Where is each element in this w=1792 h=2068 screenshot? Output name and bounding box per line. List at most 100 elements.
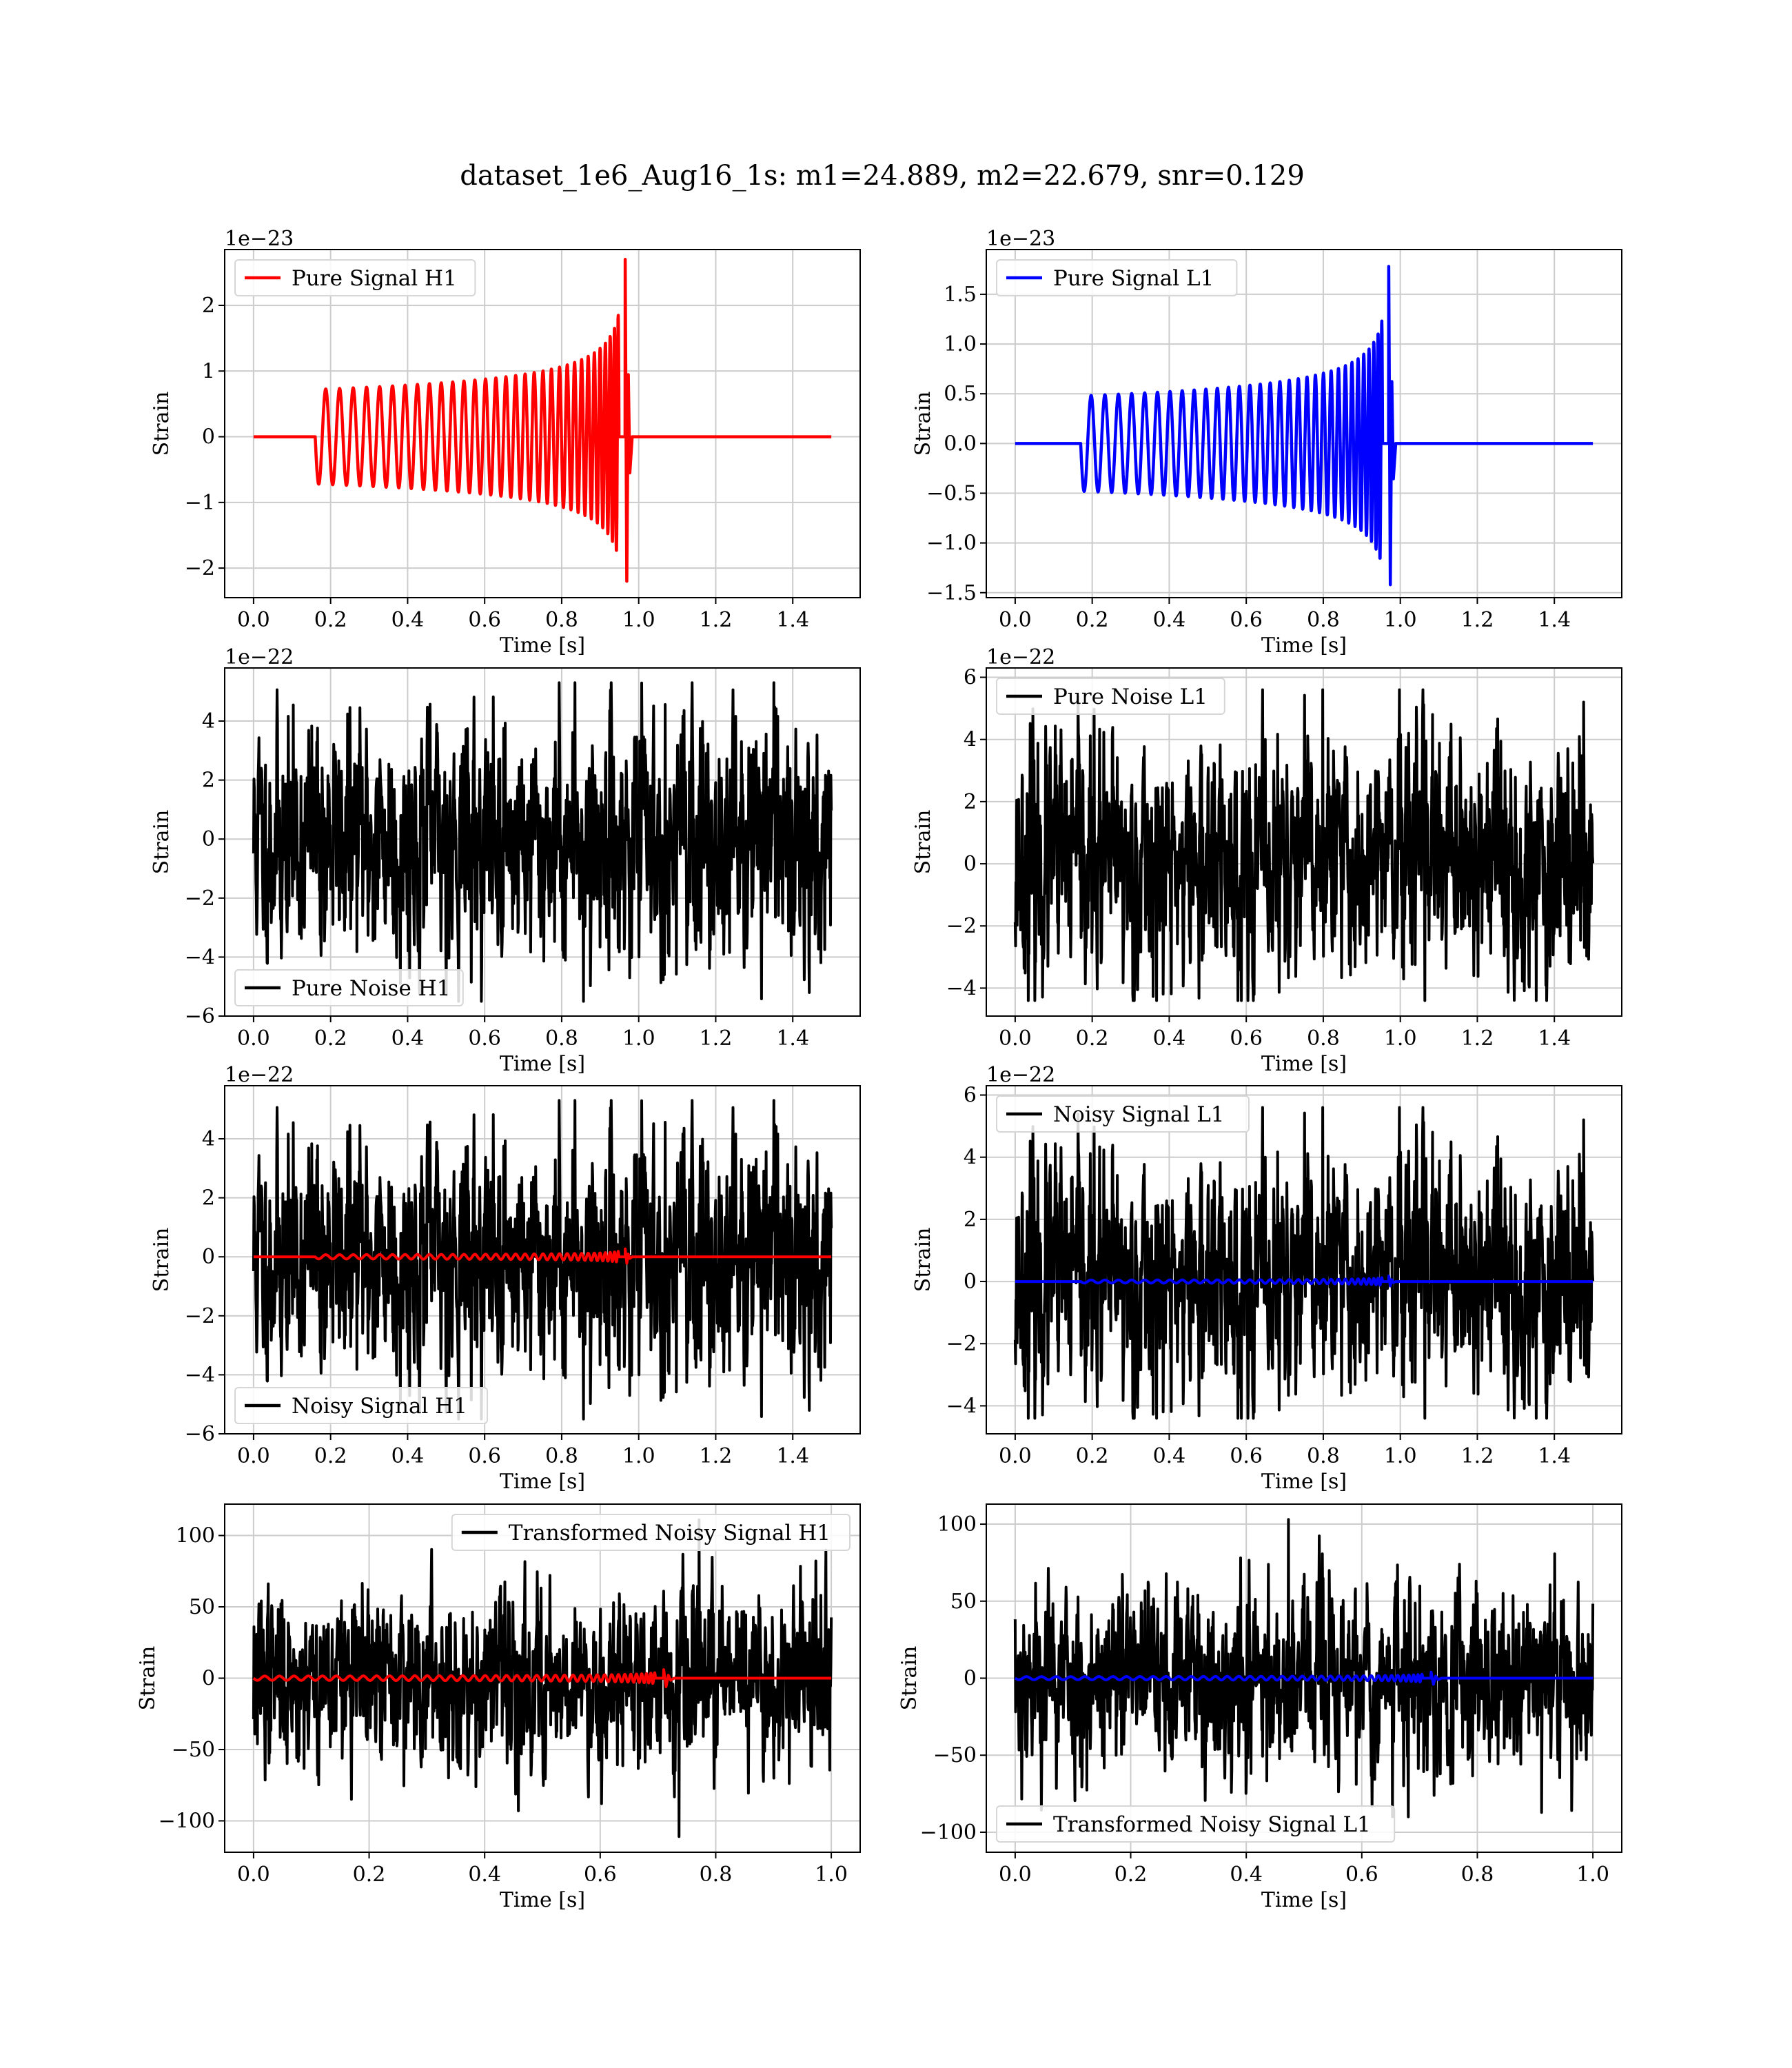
y-tick-label: −50 [172,1738,215,1762]
x-tick-label: 0.0 [237,1444,270,1468]
x-tick-label: 0.0 [237,1863,270,1887]
x-tick-label: 1.0 [1384,1026,1417,1051]
series-line-signal [252,1668,832,1688]
legend: Transformed Noisy Signal L1 [996,1805,1396,1843]
y-tick-label: −1.0 [926,531,977,556]
x-tick-label: 0.0 [237,1026,270,1051]
x-axis-label: Time [s] [1261,1052,1347,1076]
legend: Transformed Noisy Signal H1 [451,1514,851,1551]
y-tick-label: 0 [202,827,215,851]
x-axis-label: Time [s] [500,633,585,658]
figure-title: dataset_1e6_Aug16_1s: m1=24.889, m2=22.6… [460,160,1305,192]
legend-box [234,969,464,1006]
subplot-noisy-signal-h1: 0.0 0.2 0.4 0.6 0.8 1.0 1.2 1.4 4 2 0 −2 −4 −6 Time [s… [150,1063,861,1494]
legend-box [451,1514,851,1551]
y-tick-label: 4 [964,728,977,752]
y-tick-label: 2 [202,769,215,793]
x-axis-label: Time [s] [500,1888,585,1912]
x-tick-label: 0.6 [1230,608,1263,632]
x-axis-label: Time [s] [1261,633,1347,658]
series-group [252,1099,833,1421]
legend-entry: Transformed Noisy Signal H1 [509,1521,831,1545]
y-tick-label: 0 [964,1270,977,1294]
x-tick-label: 1.2 [1461,608,1494,632]
axis-offset-text: 1e−23 [225,227,294,251]
series-group [1013,1106,1595,1420]
series-group [253,258,832,583]
legend-entry: Pure Signal H1 [292,266,457,291]
y-axis-label: Strain [911,392,935,456]
x-tick-label: 1.0 [1384,608,1417,632]
y-tick-label: 0 [964,852,977,876]
y-tick-label: −2 [946,1332,977,1356]
x-tick-label: 0.6 [1230,1026,1263,1051]
axis-offset-text: 1e−22 [986,1063,1055,1087]
x-tick-label: 0.4 [1153,1444,1186,1468]
axes-frame [986,1085,1622,1435]
y-tick-label: 2 [964,790,977,814]
x-tick-label: 1.0 [1384,1444,1417,1468]
legend: Noisy Signal H1 [234,1387,488,1424]
y-tick-label: −2 [185,556,215,580]
x-tick-label: 0.6 [1345,1863,1378,1887]
y-tick-label: 1 [202,359,215,383]
legend-box [996,678,1225,715]
y-tick-label: −4 [946,1394,977,1418]
y-tick-label: 100 [176,1524,215,1548]
x-tick-label: 1.2 [700,608,733,632]
x-tick-label: 0.2 [1076,1444,1109,1468]
series-line-signal [1015,265,1594,587]
y-tick-label: 4 [202,709,215,733]
series-line-signal [253,1247,832,1265]
x-tick-label: 0.2 [314,1444,347,1468]
y-tick-label: −1.5 [926,581,977,605]
series-line-signal [1015,1275,1594,1288]
x-tick-label: 0.0 [999,1026,1032,1051]
subplot-pure-signal-h1: 0.0 0.2 0.4 0.6 0.8 1.0 1.2 1.4 2 1 0 −1 −2 Time [s] S… [150,227,861,658]
y-tick-label: 2 [202,1186,215,1210]
series-line-signal [253,258,832,583]
series-line-signal [1014,1670,1594,1686]
x-tick-label: 0.8 [545,608,578,632]
x-axis-label: Time [s] [500,1470,585,1494]
legend-box [996,259,1238,296]
y-tick-label: −4 [185,945,215,969]
legend-box [996,1805,1396,1843]
series-group [252,1518,833,1838]
y-tick-label: 50 [189,1595,215,1619]
legend-entry: Transformed Noisy Signal L1 [1053,1812,1371,1837]
x-tick-label: 0.8 [1307,1444,1340,1468]
x-tick-label: 0.4 [391,1026,425,1051]
x-tick-label: 0.2 [1076,608,1109,632]
axes-frame [986,249,1622,598]
legend: Pure Noise L1 [996,678,1225,715]
legend-entry: Noisy Signal H1 [292,1394,467,1419]
series-line-noise [252,1099,833,1421]
y-tick-label: −2 [946,914,977,938]
legend: Pure Signal H1 [234,259,476,296]
y-tick-label: 50 [950,1590,977,1614]
x-tick-label: 1.0 [622,1444,655,1468]
y-tick-label: −100 [159,1809,215,1833]
legend-box [996,1095,1250,1133]
x-axis-label: Time [s] [1261,1470,1347,1494]
y-tick-label: −2 [185,886,215,911]
legend: Pure Noise H1 [234,969,464,1006]
series-line-noise [1013,688,1595,1002]
x-tick-label: 1.0 [1576,1863,1609,1887]
y-axis-label: Strain [911,810,935,875]
legend-box [234,259,476,296]
x-tick-label: 0.2 [1114,1863,1148,1887]
x-tick-label: 0.4 [391,608,425,632]
x-tick-label: 1.4 [1538,1444,1571,1468]
axis-offset-text: 1e−22 [986,645,1055,669]
legend-entry: Pure Noise L1 [1053,685,1208,709]
y-tick-label: 0.5 [944,382,977,406]
x-tick-label: 1.2 [700,1444,733,1468]
subplot-noisy-signal-l1: 0.0 0.2 0.4 0.6 0.8 1.0 1.2 1.4 6 4 2 0 −2 −4 Time [s]… [911,1063,1622,1494]
x-tick-label: 1.0 [815,1863,848,1887]
x-tick-label: 0.6 [1230,1444,1263,1468]
y-tick-label: 100 [937,1512,977,1537]
series-group [1015,265,1594,587]
